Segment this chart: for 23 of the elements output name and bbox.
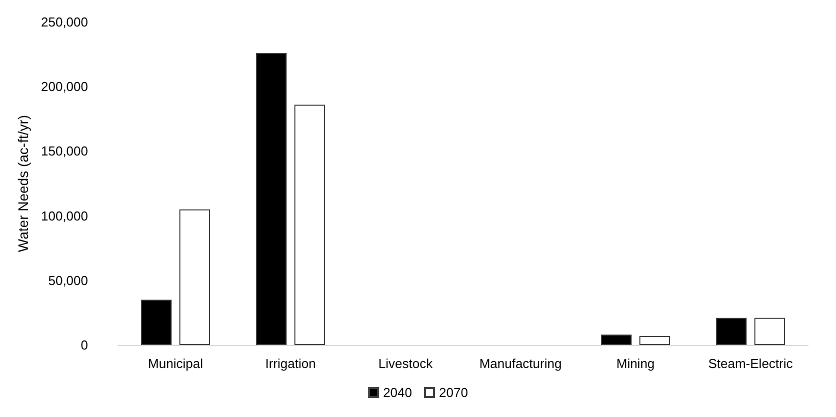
x-tick-label: Steam-Electric	[708, 356, 794, 371]
y-tick-label: 150,000	[41, 144, 88, 159]
x-tick-label: Irrigation	[265, 356, 316, 371]
bar	[639, 336, 670, 345]
bar	[179, 209, 210, 345]
bar	[256, 53, 287, 345]
bar	[754, 318, 785, 345]
y-tick-label: 0	[80, 338, 88, 352]
x-tick-label: Manufacturing	[479, 356, 562, 371]
bar	[141, 300, 172, 345]
y-tick-label: 250,000	[41, 14, 88, 30]
x-tick-label: Mining	[616, 356, 655, 371]
legend-label: 2070	[439, 385, 468, 400]
bar	[601, 334, 632, 345]
y-tick-label: 200,000	[41, 79, 88, 94]
y-tick-label: 50,000	[48, 272, 88, 288]
y-axis-title: Water Needs (ac-ft/yr)	[15, 114, 32, 252]
bar	[716, 318, 747, 345]
y-tick-label: 100,000	[41, 208, 88, 224]
x-tick-label: Municipal	[148, 356, 204, 371]
legend-label: 2040	[383, 385, 412, 400]
bar	[294, 104, 325, 345]
x-tick-label: Livestock	[378, 356, 434, 371]
